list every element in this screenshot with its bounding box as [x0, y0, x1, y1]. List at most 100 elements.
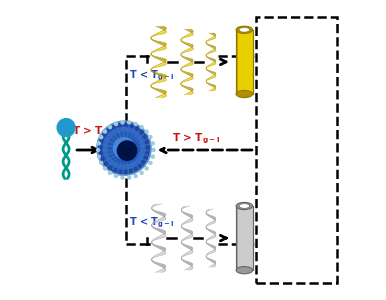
Polygon shape [206, 240, 208, 242]
Polygon shape [152, 205, 156, 207]
Polygon shape [153, 82, 160, 83]
Polygon shape [151, 257, 155, 259]
Polygon shape [206, 82, 208, 83]
Polygon shape [212, 265, 215, 266]
Polygon shape [206, 56, 207, 57]
Polygon shape [192, 91, 193, 92]
Polygon shape [191, 60, 193, 62]
Polygon shape [181, 66, 186, 68]
Polygon shape [186, 230, 191, 231]
Polygon shape [191, 92, 193, 93]
Polygon shape [190, 48, 193, 50]
Polygon shape [160, 59, 166, 60]
Polygon shape [154, 34, 161, 35]
Polygon shape [187, 59, 192, 60]
Polygon shape [183, 43, 189, 44]
Polygon shape [206, 80, 207, 82]
Polygon shape [207, 66, 210, 67]
Polygon shape [181, 41, 185, 43]
Polygon shape [159, 230, 164, 231]
Polygon shape [190, 235, 193, 236]
Polygon shape [187, 88, 192, 89]
Polygon shape [210, 72, 215, 73]
Polygon shape [206, 225, 210, 226]
Polygon shape [152, 258, 153, 260]
Polygon shape [185, 230, 190, 231]
Polygon shape [151, 260, 154, 262]
Polygon shape [207, 40, 211, 41]
Polygon shape [151, 39, 156, 41]
Polygon shape [153, 222, 159, 223]
Polygon shape [183, 238, 188, 239]
Polygon shape [206, 226, 208, 227]
Polygon shape [190, 45, 193, 47]
Polygon shape [212, 85, 215, 86]
Polygon shape [162, 252, 166, 254]
Polygon shape [161, 214, 166, 215]
Polygon shape [215, 263, 216, 264]
Polygon shape [206, 255, 207, 256]
Polygon shape [181, 240, 183, 242]
Polygon shape [158, 74, 165, 75]
Polygon shape [192, 46, 193, 48]
Polygon shape [214, 36, 216, 38]
Polygon shape [191, 250, 193, 252]
Polygon shape [154, 228, 160, 229]
Polygon shape [213, 218, 216, 219]
Polygon shape [207, 215, 211, 216]
Polygon shape [153, 262, 158, 263]
Polygon shape [152, 239, 157, 241]
Polygon shape [206, 254, 209, 255]
Polygon shape [151, 67, 156, 69]
Polygon shape [183, 245, 188, 246]
Polygon shape [181, 82, 183, 84]
Polygon shape [188, 215, 192, 216]
Polygon shape [158, 237, 164, 238]
Polygon shape [151, 56, 157, 57]
Polygon shape [192, 47, 193, 49]
Polygon shape [157, 49, 164, 50]
Polygon shape [161, 47, 166, 49]
Polygon shape [159, 80, 165, 81]
Polygon shape [181, 256, 183, 258]
Polygon shape [151, 51, 156, 53]
Polygon shape [190, 235, 193, 236]
Polygon shape [191, 91, 193, 93]
Polygon shape [181, 224, 183, 226]
Circle shape [145, 167, 148, 170]
Polygon shape [214, 34, 216, 36]
Polygon shape [215, 49, 216, 50]
Polygon shape [181, 53, 182, 55]
Polygon shape [187, 44, 192, 45]
Polygon shape [151, 70, 154, 72]
Polygon shape [164, 251, 166, 253]
Polygon shape [215, 74, 216, 76]
Polygon shape [164, 62, 166, 64]
Polygon shape [206, 54, 207, 56]
Polygon shape [164, 232, 166, 234]
Polygon shape [211, 90, 215, 91]
Polygon shape [206, 228, 208, 229]
Polygon shape [159, 219, 165, 220]
Polygon shape [212, 60, 215, 61]
Polygon shape [156, 65, 163, 66]
Polygon shape [181, 41, 184, 42]
Polygon shape [188, 74, 193, 75]
Polygon shape [181, 239, 185, 241]
Polygon shape [213, 88, 216, 90]
Polygon shape [207, 224, 211, 225]
Polygon shape [188, 34, 192, 36]
Polygon shape [152, 244, 157, 246]
Polygon shape [212, 73, 215, 74]
Polygon shape [187, 93, 192, 94]
Polygon shape [206, 43, 208, 44]
Polygon shape [192, 61, 193, 63]
Polygon shape [206, 211, 209, 212]
Polygon shape [165, 267, 166, 269]
Polygon shape [182, 223, 186, 224]
Polygon shape [214, 262, 216, 263]
Polygon shape [164, 217, 166, 219]
Polygon shape [152, 34, 159, 36]
Polygon shape [212, 261, 215, 262]
Polygon shape [214, 60, 216, 62]
